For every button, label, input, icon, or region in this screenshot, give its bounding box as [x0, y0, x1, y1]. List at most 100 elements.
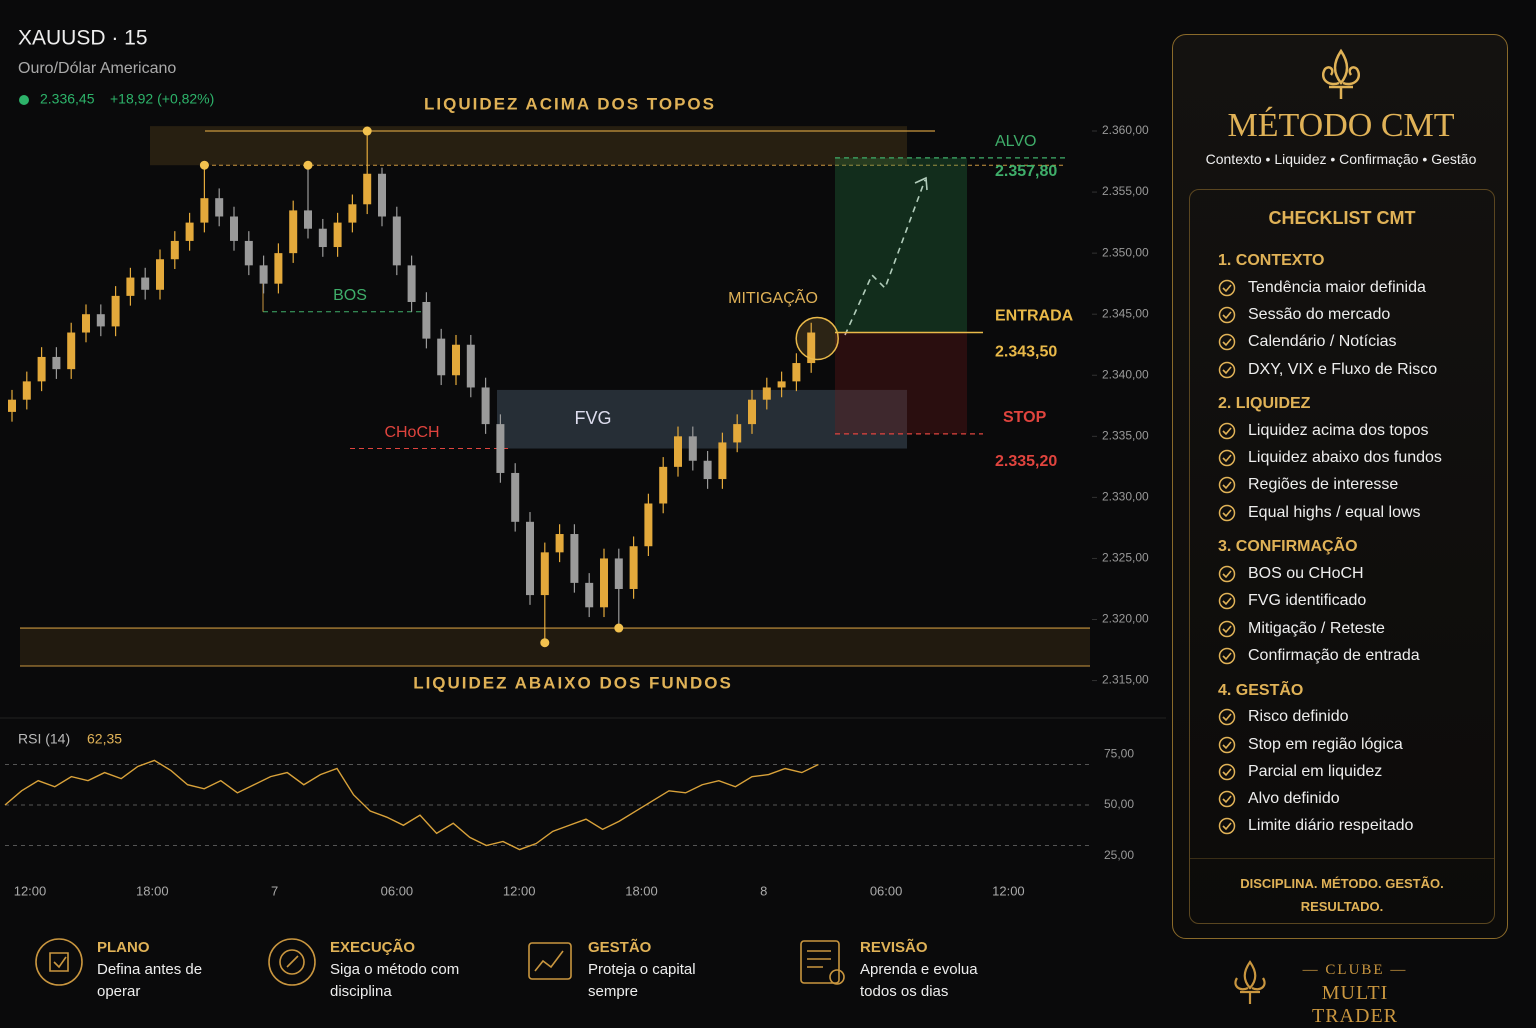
candle-body: [688, 436, 697, 461]
candle-body: [215, 198, 224, 217]
check-icon: [1218, 504, 1236, 521]
candle-body: [748, 399, 756, 425]
y-tick-label: 2.350,00: [1102, 245, 1149, 259]
check-text: Confirmação de entrada: [1248, 646, 1420, 664]
y-tick-label: 2.355,00: [1102, 184, 1149, 198]
pillar: PLANO Defina antes de operar: [32, 935, 262, 1015]
check-item: Stop em região lógica: [1218, 731, 1488, 758]
candle-body: [348, 204, 357, 223]
checklist-items: 1. CONTEXTO Tendência maior definida Sessã…: [1218, 246, 1488, 840]
candle-body: [274, 253, 283, 284]
check-icon: [1218, 477, 1236, 494]
rsi-tick-label: 50,00: [1104, 797, 1134, 811]
check-item: DXY, VIX e Fluxo de Risco: [1218, 356, 1488, 383]
pillar-text: Defina antes de operar: [97, 961, 203, 1000]
candle-body: [511, 472, 520, 522]
check-icon: [1218, 708, 1236, 726]
check-text: BOS ou CHoCH: [1248, 565, 1364, 583]
check-icon: [1218, 790, 1236, 808]
candle-body: [629, 546, 638, 589]
annotation: LIQUIDEZ ABAIXO DOS FUNDOS: [413, 673, 733, 692]
liquidity-high-dot: [362, 126, 372, 136]
divider: [1190, 858, 1494, 859]
pillar: EXECUÇÃO Siga o método com disciplina: [265, 935, 495, 1015]
candle-body: [318, 228, 327, 248]
candle-body: [570, 534, 579, 583]
check-item: Confirmação de entrada: [1218, 642, 1488, 669]
rsi-name: RSI (14): [18, 731, 70, 747]
check-item: Sessão do mercado: [1218, 301, 1488, 328]
candle-body: [762, 387, 771, 400]
check-text: Equal highs / equal lows: [1248, 503, 1421, 521]
candle-body: [496, 424, 505, 473]
candle-body: [733, 424, 742, 443]
check-text: Alvo definido: [1248, 790, 1340, 808]
candle-body: [126, 277, 135, 296]
quote-change: +18,92 (+0,82%): [110, 91, 214, 107]
y-tick-label: 2.330,00: [1102, 490, 1149, 504]
section-title: 2. LIQUIDEZ: [1218, 395, 1311, 413]
section-title: 1. CONTEXTO: [1218, 252, 1325, 269]
pillar-text: Siga o método com disciplina: [330, 961, 460, 1000]
candle-body: [67, 332, 76, 370]
trade-name: STOP: [1003, 409, 1047, 426]
pillar-icon: [800, 940, 845, 985]
candle-body: [185, 222, 194, 241]
fleur-icon: [1322, 48, 1360, 99]
x-tick-label: 8: [760, 883, 767, 898]
check-icon: [1218, 565, 1236, 583]
check-icon: [1218, 736, 1236, 753]
fvg-zone: [497, 389, 907, 449]
check-icon: [1218, 333, 1236, 351]
check-item: FVG identificado: [1218, 588, 1488, 615]
candle-body: [96, 314, 105, 327]
check-item: Equal highs / equal lows: [1218, 499, 1488, 526]
candle-body: [718, 442, 727, 480]
method-panel: MÉTODO CMT Contexto • Liquidez • Confirm…: [1172, 34, 1508, 939]
y-tick-label: 2.360,00: [1102, 123, 1149, 137]
candle-body: [540, 552, 549, 596]
candle-body: [156, 259, 164, 290]
candle-body: [52, 356, 61, 370]
liquidity-high-dot: [199, 160, 209, 170]
check-icon: [1218, 818, 1236, 835]
pillar-icon: [528, 942, 572, 980]
y-tick-label: 2.315,00: [1102, 673, 1149, 687]
candle-body: [422, 301, 431, 339]
liquidity-low-dot: [540, 638, 550, 648]
chart-bg: [0, 0, 1166, 915]
annotation: MITIGAÇÃO: [728, 287, 818, 307]
candle-body: [703, 460, 712, 480]
check-text: Liquidez acima dos topos: [1248, 421, 1429, 439]
candle-body: [22, 381, 31, 400]
candle-body: [481, 387, 490, 425]
candle-body: [407, 265, 416, 302]
candle-body: [259, 265, 268, 284]
check-item: Parcial em liquidez: [1218, 758, 1488, 785]
pillar: REVISÃO Aprenda e evolua todos os dias: [795, 935, 1025, 1015]
candle-body: [333, 222, 342, 248]
candle-body: [614, 558, 623, 589]
liquidity-low-zone: [20, 628, 1090, 667]
annotation: CHoCH: [384, 424, 439, 441]
check-item: Mitigação / Reteste: [1218, 615, 1488, 642]
check-item: Limite diário respeitado: [1218, 813, 1488, 840]
y-tick-label: 2.325,00: [1102, 551, 1149, 565]
check-text: Regiões de interesse: [1248, 476, 1399, 494]
trade-price: 2.357,80: [995, 163, 1057, 180]
check-item: Liquidez abaixo dos fundos: [1218, 444, 1488, 471]
check-item: Alvo definido: [1218, 785, 1488, 812]
x-tick-label: 12:00: [992, 883, 1025, 898]
liquidity-low-dot: [614, 623, 624, 633]
check-item: BOS ou CHoCH: [1218, 560, 1488, 587]
brand-bottom: MULTI TRADER: [1312, 982, 1398, 1027]
candle-body: [244, 240, 253, 266]
checklist-footer: DISCIPLINA. MÉTODO. GESTÃO. RESULTADO.: [1240, 876, 1444, 914]
x-tick-label: 06:00: [381, 883, 414, 898]
pillar-text: Aprenda e evolua todos os dias: [860, 961, 978, 1000]
section-title: 3. CONFIRMAÇÃO: [1218, 538, 1358, 556]
panel-title: MÉTODO CMT: [1227, 107, 1455, 144]
brand-icon: [1234, 960, 1266, 1004]
candle-body: [526, 521, 534, 596]
